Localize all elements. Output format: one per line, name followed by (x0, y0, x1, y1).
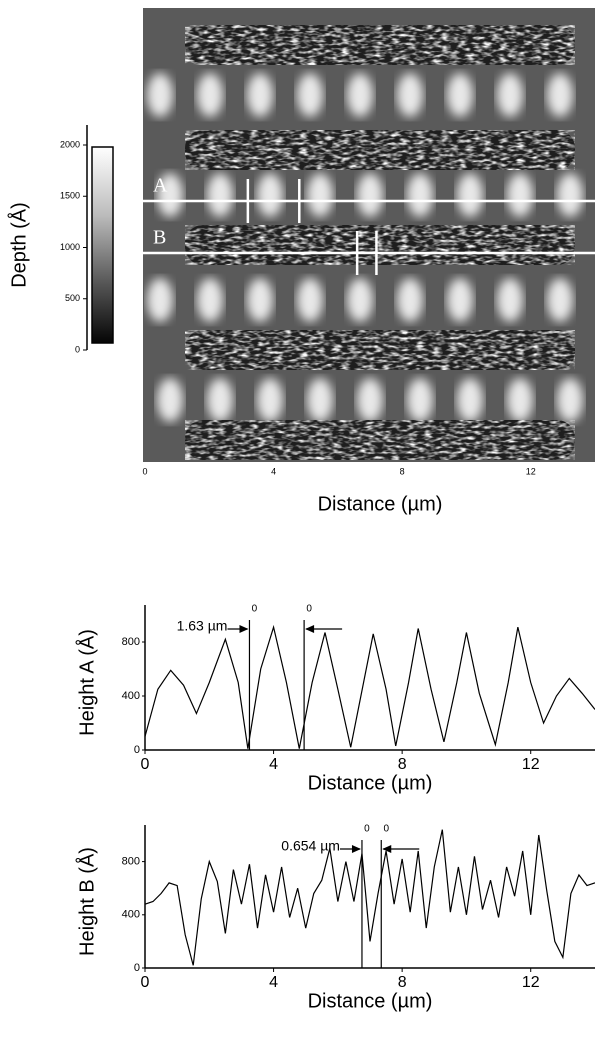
bump (447, 278, 473, 322)
bump (347, 278, 373, 322)
y-tick-label: 400 (122, 909, 140, 921)
ridge-texture (185, 130, 575, 170)
profile-label: B (153, 227, 166, 249)
colorbar-tick-label: 500 (65, 293, 80, 303)
x-tick-label: 12 (526, 466, 536, 476)
profile-curve (144, 829, 595, 966)
ridge-texture (185, 25, 575, 65)
cursor-label: 0 (252, 604, 258, 615)
y-tick-label: 0 (134, 962, 140, 974)
x-axis-label: Distance (µm) (308, 990, 433, 1012)
bump (507, 173, 533, 217)
x-tick-label: 4 (269, 974, 278, 991)
bump (247, 73, 273, 117)
annotation: 0.654 µm (281, 838, 340, 854)
bump (357, 173, 383, 217)
colorbar-tick-label: 0 (75, 344, 80, 354)
bump (207, 173, 233, 217)
bump (257, 378, 283, 422)
bump (157, 173, 183, 217)
x-tick-label: 8 (398, 974, 407, 991)
bump (247, 278, 273, 322)
bump (557, 378, 583, 422)
bump (407, 378, 433, 422)
arrow-head (382, 845, 392, 853)
bump (297, 278, 323, 322)
y-tick-label: 800 (122, 856, 140, 868)
arrow-head (239, 625, 249, 633)
cursor-label: 0 (383, 824, 389, 835)
colorbar-tick-label: 2000 (60, 139, 80, 149)
y-tick-label: 0 (134, 744, 140, 756)
colorbar-tick-label: 1000 (60, 242, 80, 252)
x-tick-label: 12 (522, 974, 540, 991)
bump (307, 173, 333, 217)
bump (207, 378, 233, 422)
bump (297, 73, 323, 117)
y-axis-label: Height A (Å) (75, 629, 98, 736)
colorbar-tick-label: 1500 (60, 191, 80, 201)
bump (547, 73, 573, 117)
bump (447, 73, 473, 117)
bump (497, 73, 523, 117)
bump (197, 73, 223, 117)
x-tick-label: 8 (400, 466, 405, 476)
y-tick-label: 800 (122, 636, 140, 648)
y-tick-label: 400 (122, 690, 140, 702)
bump (547, 278, 573, 322)
bump (397, 73, 423, 117)
bump (397, 278, 423, 322)
bump (147, 278, 173, 322)
ridge-texture (185, 420, 575, 460)
profile-curve (144, 624, 595, 749)
x-axis-label: Distance (µm) (318, 493, 443, 515)
bump (457, 378, 483, 422)
x-tick-label: 8 (398, 756, 407, 773)
x-axis-label: Distance (µm) (308, 772, 433, 794)
bump (507, 378, 533, 422)
x-tick-label: 0 (141, 756, 150, 773)
x-tick-label: 4 (271, 466, 276, 476)
cursor-label: 0 (364, 824, 370, 835)
annotation: 1.63 µm (177, 618, 228, 634)
bump (257, 173, 283, 217)
bump (357, 378, 383, 422)
bump (557, 173, 583, 217)
afm-image (143, 8, 595, 462)
arrow-head (305, 625, 315, 633)
bump (407, 173, 433, 217)
bump (347, 73, 373, 117)
colorbar-label: Depth (Å) (7, 202, 30, 288)
bump (157, 378, 183, 422)
bump (197, 278, 223, 322)
x-tick-label: 12 (522, 756, 540, 773)
ridge-texture (185, 330, 575, 370)
ridge-texture (185, 225, 575, 265)
bump (497, 278, 523, 322)
colorbar (91, 146, 114, 344)
profile-label: A (153, 175, 168, 197)
y-axis-label: Height B (Å) (75, 847, 98, 956)
bump (307, 378, 333, 422)
x-tick-label: 0 (142, 466, 147, 476)
x-tick-label: 0 (141, 974, 150, 991)
x-tick-label: 4 (269, 756, 278, 773)
arrow-head (351, 845, 361, 853)
cursor-label: 0 (306, 604, 312, 615)
bump (147, 73, 173, 117)
bump (457, 173, 483, 217)
